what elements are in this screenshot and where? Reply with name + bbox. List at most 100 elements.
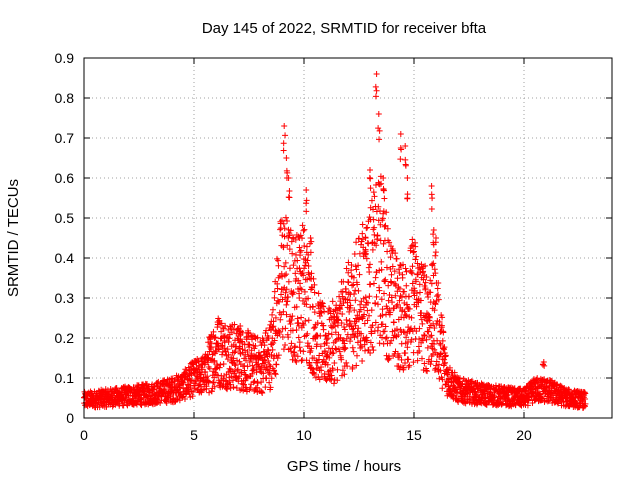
data-point bbox=[282, 214, 289, 221]
data-point bbox=[296, 344, 303, 351]
data-point bbox=[198, 371, 205, 378]
data-point bbox=[340, 337, 347, 344]
y-axis-label: SRMTID / TECUs bbox=[5, 179, 22, 297]
data-point bbox=[423, 273, 430, 280]
data-point bbox=[339, 367, 346, 374]
data-point bbox=[272, 370, 278, 377]
data-point bbox=[370, 216, 377, 223]
data-point bbox=[320, 326, 327, 333]
data-point bbox=[233, 384, 240, 391]
data-point bbox=[274, 297, 281, 304]
data-point bbox=[297, 232, 304, 239]
data-point bbox=[303, 187, 310, 193]
data-point bbox=[383, 334, 390, 341]
data-point bbox=[409, 236, 416, 243]
data-point bbox=[370, 206, 377, 213]
data-point bbox=[367, 349, 374, 356]
x-tick-label: 10 bbox=[296, 427, 312, 443]
data-point bbox=[492, 382, 499, 389]
data-point bbox=[382, 276, 389, 283]
data-point bbox=[401, 288, 408, 295]
data-point bbox=[409, 270, 416, 277]
data-point bbox=[565, 386, 572, 393]
data-point bbox=[416, 289, 423, 296]
data-point bbox=[435, 361, 442, 368]
data-point bbox=[234, 367, 241, 374]
data-point bbox=[295, 319, 302, 326]
data-point bbox=[396, 269, 403, 276]
data-point bbox=[263, 375, 270, 382]
data-point bbox=[394, 301, 401, 308]
data-point bbox=[345, 269, 352, 276]
data-point bbox=[251, 378, 258, 385]
data-point bbox=[404, 301, 411, 308]
data-point bbox=[287, 345, 294, 352]
data-point bbox=[242, 377, 249, 384]
data-point bbox=[343, 316, 350, 323]
data-point bbox=[174, 377, 181, 384]
data-point bbox=[290, 262, 297, 269]
data-point bbox=[454, 390, 461, 397]
data-point bbox=[397, 131, 404, 137]
data-point bbox=[304, 276, 311, 283]
data-point bbox=[381, 195, 388, 202]
data-point bbox=[439, 314, 446, 321]
data-point bbox=[345, 289, 352, 296]
data-point bbox=[298, 314, 305, 321]
y-tick-label: 0.9 bbox=[55, 50, 75, 66]
data-point bbox=[416, 336, 423, 343]
data-point bbox=[230, 326, 237, 333]
data-point bbox=[423, 310, 430, 317]
data-point bbox=[378, 296, 385, 303]
data-point bbox=[302, 317, 309, 324]
data-point bbox=[385, 297, 392, 304]
data-point bbox=[362, 235, 369, 241]
data-point bbox=[206, 365, 213, 372]
data-point bbox=[238, 386, 245, 393]
data-point bbox=[282, 132, 289, 139]
data-point bbox=[439, 337, 446, 344]
data-point bbox=[334, 316, 341, 323]
data-point bbox=[381, 290, 388, 297]
data-point bbox=[385, 282, 392, 289]
data-point bbox=[355, 262, 362, 269]
data-point bbox=[388, 271, 395, 278]
data-point bbox=[346, 317, 353, 324]
data-point bbox=[311, 370, 318, 377]
data-point bbox=[381, 328, 388, 335]
data-point bbox=[330, 380, 337, 387]
data-point bbox=[231, 349, 238, 356]
data-point bbox=[335, 345, 342, 352]
data-point bbox=[366, 293, 373, 300]
data-point bbox=[386, 355, 393, 362]
data-point bbox=[298, 357, 305, 364]
data-point bbox=[288, 340, 295, 347]
data-point bbox=[427, 289, 434, 296]
data-point bbox=[310, 325, 317, 332]
data-point bbox=[418, 316, 425, 323]
data-point bbox=[231, 321, 238, 328]
data-point bbox=[335, 317, 342, 324]
data-point bbox=[366, 312, 373, 319]
data-point bbox=[265, 357, 272, 364]
data-point bbox=[398, 146, 405, 153]
data-point bbox=[252, 342, 259, 349]
data-point bbox=[393, 303, 400, 310]
data-point bbox=[301, 226, 308, 233]
data-point bbox=[284, 169, 291, 176]
data-point bbox=[284, 293, 291, 300]
data-point bbox=[429, 195, 436, 202]
data-point bbox=[351, 250, 358, 257]
data-point bbox=[236, 343, 243, 350]
data-point bbox=[308, 270, 315, 277]
data-point bbox=[394, 275, 401, 282]
data-point bbox=[305, 271, 312, 278]
data-point bbox=[350, 274, 357, 281]
data-point bbox=[319, 299, 326, 306]
data-point bbox=[343, 359, 350, 366]
data-point bbox=[311, 289, 318, 296]
data-point bbox=[187, 384, 194, 391]
data-point bbox=[348, 267, 355, 274]
data-point bbox=[292, 236, 299, 243]
data-point bbox=[428, 205, 435, 212]
